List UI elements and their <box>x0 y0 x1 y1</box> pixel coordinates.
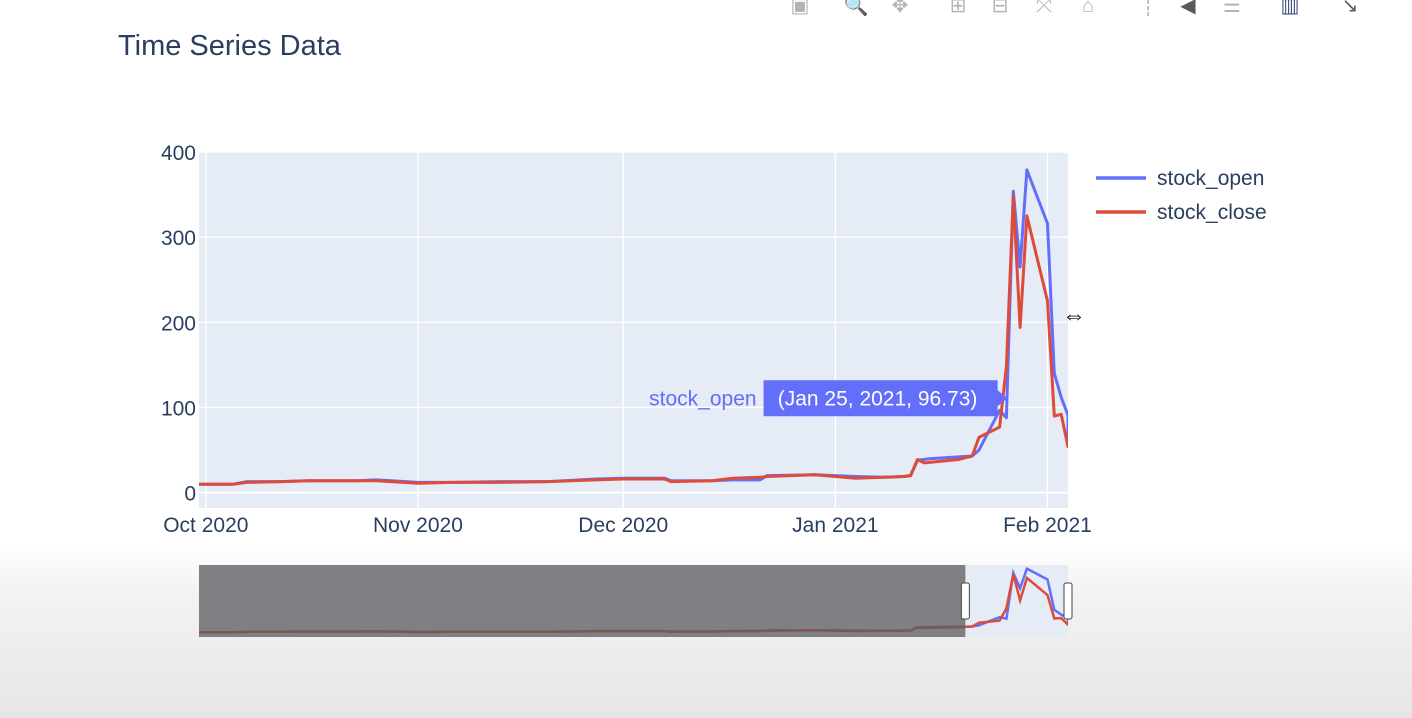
hover-tooltip: (Jan 25, 2021, 96.73) stock_open <box>649 380 1008 417</box>
plot-area[interactable] <box>199 152 1068 508</box>
x-tick-label: Feb 2021 <box>1003 514 1092 537</box>
y-tick-labels: 0 100 200 300 400 <box>161 142 196 506</box>
series-line-stock_close[interactable] <box>199 194 1068 486</box>
camera-icon[interactable]: ▣ <box>790 0 810 17</box>
hover-compare-icon[interactable]: ☰ <box>1223 0 1241 17</box>
x-tick-labels: Oct 2020 Nov 2020 Dec 2020 Jan 2021 Feb 2021 <box>163 514 1092 537</box>
y-tick-label: 100 <box>161 398 196 421</box>
traces <box>199 168 1068 486</box>
zoom-out-icon[interactable]: ⊟ <box>991 0 1009 17</box>
x-tick-label: Dec 2020 <box>578 514 668 537</box>
y-tick-label: 400 <box>161 142 196 165</box>
pan-icon[interactable]: ✥ <box>891 0 909 17</box>
plotly-logo-icon[interactable]: ▥ <box>1280 0 1300 17</box>
y-tick-label: 200 <box>161 312 196 335</box>
expand-icon[interactable]: ↘ <box>1341 0 1359 17</box>
reset-axes-icon[interactable]: ⌂ <box>1081 0 1095 17</box>
legend-label-stock_open[interactable]: stock_open <box>1157 167 1264 190</box>
autoscale-icon[interactable]: ⤧ <box>1036 0 1052 17</box>
y-tick-label: 0 <box>184 483 196 506</box>
x-tick-label: Jan 2021 <box>792 514 878 537</box>
x-tick-label: Oct 2020 <box>163 514 248 537</box>
y-tick-label: 300 <box>161 227 196 250</box>
hover-value-label: (Jan 25, 2021, 96.73) <box>778 387 978 410</box>
x-tick-label: Nov 2020 <box>373 514 463 537</box>
resize-cursor-icon: ⇔ <box>1062 302 1086 329</box>
rangeslider-mask-left <box>199 565 966 637</box>
chart-title: Time Series Data <box>118 30 341 62</box>
hover-box <box>763 380 1008 417</box>
rangeslider[interactable] <box>199 565 1073 637</box>
rangeslider-handle-left[interactable] <box>960 582 970 620</box>
hover-closest-icon[interactable]: ◀ <box>1180 0 1196 17</box>
rangeslider-handle-right[interactable] <box>1063 582 1073 620</box>
x-gridlines <box>205 152 1049 508</box>
modebar: ▣ 🔍 ✥ ⊞ ⊟ ⤧ ⌂ ┊ ◀ ☰ ▥ ↘ <box>0 0 1412 28</box>
spike-lines-icon[interactable]: ┊ <box>1141 0 1155 17</box>
zoom-in-icon[interactable]: ⊞ <box>949 0 967 17</box>
legend-label-stock_close[interactable]: stock_close <box>1157 201 1267 224</box>
zoom-icon[interactable]: 🔍 <box>843 0 869 17</box>
hover-series-label: stock_open <box>649 387 756 410</box>
legend[interactable]: stock_open stock_close <box>1096 167 1267 224</box>
